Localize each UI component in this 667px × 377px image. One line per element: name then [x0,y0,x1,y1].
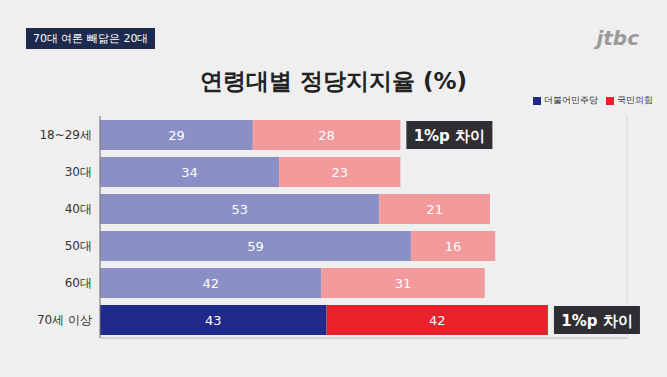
svg-text:18~29세: 18~29세 [39,128,92,142]
svg-text:31: 31 [395,276,412,291]
html-text:더불어민주당: 더불어민주당 [544,95,598,105]
svg-text:50대: 50대 [65,239,92,253]
svg-text:59: 59 [247,239,264,254]
svg-text:23: 23 [332,165,349,180]
svg-text:28: 28 [318,128,335,143]
svg-text:53: 53 [231,202,248,217]
svg-text:34: 34 [181,165,198,180]
svg-text:1%p 차이: 1%p 차이 [414,127,485,145]
html-text:jtbc: jtbc [596,26,639,50]
html-text:국민의힘: 국민의힘 [617,95,653,105]
svg-text:42: 42 [202,276,219,291]
svg-text:60대: 60대 [65,276,92,290]
svg-text:1%p 차이: 1%p 차이 [561,312,632,330]
svg-text:70세 이상: 70세 이상 [37,313,92,327]
svg-text:16: 16 [445,239,462,254]
svg-text:42: 42 [429,313,446,328]
svg-text:40대: 40대 [65,202,92,216]
svg-text:30대: 30대 [65,165,92,179]
svg-text:43: 43 [205,313,222,328]
html-text:연령대별 정당지지율 (%): 연령대별 정당지지율 (%) [200,68,467,94]
svg-text:21: 21 [426,202,443,217]
html-text:70대 여론 빼닮은 20대: 70대 여론 빼닮은 20대 [33,32,149,45]
svg-text:29: 29 [168,128,185,143]
